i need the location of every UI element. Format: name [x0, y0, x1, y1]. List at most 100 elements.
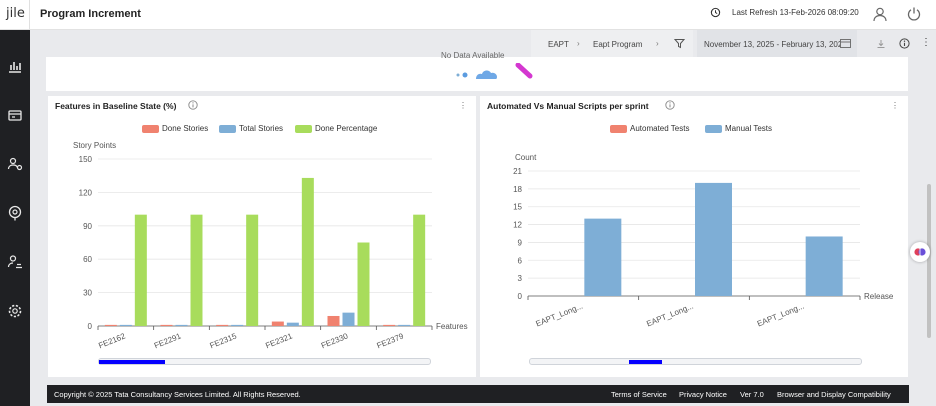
y-tick-label: 90 [83, 222, 92, 231]
x-tick-label: EAPT_Long... [535, 302, 585, 329]
x-axis-label: Features [436, 322, 468, 331]
slider-handle[interactable] [629, 360, 663, 364]
breadcrumb-program[interactable]: Eapt Program [593, 40, 643, 49]
bar-total-stories [286, 322, 299, 326]
target-icon[interactable] [6, 204, 24, 222]
bar-done-percentage [357, 242, 370, 326]
data-zoom-slider[interactable] [529, 358, 862, 365]
breadcrumb-eapt[interactable]: EAPT [548, 40, 569, 49]
privacy-link[interactable]: Privacy Notice [679, 390, 727, 399]
y-tick-label: 3 [518, 274, 523, 283]
more-options-icon[interactable]: ⋮ [891, 101, 899, 110]
y-tick-label: 120 [79, 188, 93, 197]
bar-done-stories [271, 321, 284, 326]
bar-total-stories [231, 324, 244, 326]
y-tick-label: 0 [518, 292, 523, 301]
bar-done-stories [327, 315, 340, 326]
y-tick-label: 15 [513, 203, 522, 212]
date-range-picker[interactable]: November 13, 2025 - February 13, 2026 [697, 30, 857, 57]
x-tick-label: FE2291 [153, 331, 183, 350]
bar-done-percentage [134, 214, 147, 326]
settings-icon[interactable] [6, 302, 24, 320]
bar-done-stories [383, 324, 396, 326]
automated-manual-card: Automated Vs Manual Scripts per sprint ⋮… [480, 96, 908, 377]
power-icon[interactable] [906, 6, 922, 22]
brain-icon [914, 248, 926, 256]
more-options-icon[interactable]: ⋮ [459, 101, 467, 110]
bar-done-stories [216, 324, 229, 326]
terms-link[interactable]: Terms of Service [611, 390, 667, 399]
x-tick-label: FE2321 [264, 331, 294, 350]
legend-label: Total Stories [239, 124, 284, 133]
top-bar: jile Program Increment Last Refresh 13-F… [0, 0, 936, 30]
app-logo[interactable]: jile [6, 6, 25, 21]
legend-swatch [705, 125, 722, 133]
x-tick-label: FE2330 [320, 331, 350, 350]
legend-label: Done Percentage [315, 124, 378, 133]
y-tick-label: 9 [518, 238, 523, 247]
bar-done-stories [104, 324, 117, 326]
x-tick-label: FE2162 [97, 331, 127, 350]
history-icon[interactable] [710, 7, 721, 18]
y-tick-label: 30 [83, 289, 92, 298]
bar-total-stories [342, 312, 355, 326]
legend-swatch [219, 125, 236, 133]
filter-bar: EAPT › Eapt Program › November 13, 2025 … [531, 30, 936, 57]
date-range-text: November 13, 2025 - February 13, 2026 [704, 40, 847, 49]
page-scrollbar[interactable] [927, 184, 931, 338]
chart-bars-icon[interactable] [6, 57, 24, 75]
wallet-icon[interactable] [6, 106, 24, 124]
help-assistant-button[interactable] [910, 242, 930, 262]
y-axis-label: Count [515, 153, 537, 162]
bar-total-stories [175, 324, 188, 326]
x-tick-label: FE2379 [376, 331, 406, 350]
divider [29, 0, 30, 30]
no-data-illustration [456, 63, 533, 79]
y-tick-label: 150 [79, 155, 93, 164]
data-zoom-slider[interactable] [98, 358, 431, 365]
legend-label: Automated Tests [630, 124, 690, 133]
bar-manual-tests [805, 236, 843, 296]
page-title: Program Increment [40, 8, 141, 20]
bar-total-stories [398, 324, 411, 326]
bar-done-percentage [413, 214, 426, 326]
team-settings-icon[interactable] [6, 155, 24, 173]
y-tick-label: 21 [513, 167, 522, 176]
footer: Copyright © 2025 Tata Consultancy Servic… [47, 385, 909, 403]
no-data-text: No Data Available [441, 51, 505, 60]
last-refresh-text: Last Refresh 13-Feb-2026 08:09:20 [732, 8, 859, 17]
bar-done-percentage [301, 177, 314, 326]
y-tick-label: 18 [513, 185, 522, 194]
legend-swatch [142, 125, 159, 133]
bar-manual-tests [584, 218, 622, 296]
user-gear-icon[interactable] [6, 253, 24, 271]
version-text: Ver 7.0 [740, 390, 764, 399]
y-tick-label: 6 [518, 256, 523, 265]
y-axis-label: Story Points [73, 141, 116, 150]
bar-total-stories [119, 324, 132, 326]
x-tick-label: EAPT_Long... [756, 302, 806, 329]
features-bar-chart: Story Points 0 30 60 90 120 150 Features FE2162 F… [73, 141, 468, 350]
info-icon[interactable] [665, 100, 675, 110]
copyright-text: Copyright © 2025 Tata Consultancy Servic… [54, 390, 301, 399]
legend-swatch [610, 125, 627, 133]
bar-done-stories [160, 324, 173, 326]
filter-icon[interactable] [674, 38, 685, 49]
info-icon[interactable] [188, 100, 198, 110]
calendar-icon[interactable] [840, 38, 851, 48]
info-icon[interactable] [899, 38, 910, 49]
features-baseline-card: Features in Baseline State (%) ⋮ Done St… [48, 96, 476, 377]
user-icon[interactable] [872, 6, 888, 22]
x-tick-label: EAPT_Long... [645, 302, 695, 329]
legend-label: Done Stories [162, 124, 209, 133]
download-icon[interactable] [876, 39, 886, 49]
top-card: No Data Available [46, 51, 908, 91]
slider-handle[interactable] [99, 360, 166, 364]
bar-manual-tests [695, 182, 732, 296]
more-options-icon[interactable]: ⋮ [921, 37, 931, 48]
breadcrumb: EAPT › Eapt Program › [531, 30, 693, 57]
card-title: Automated Vs Manual Scripts per sprint [487, 101, 649, 111]
bar-done-percentage [246, 214, 259, 326]
bar-done-percentage [190, 214, 203, 326]
browser-compat-link[interactable]: Browser and Display Compatibility [777, 390, 891, 399]
